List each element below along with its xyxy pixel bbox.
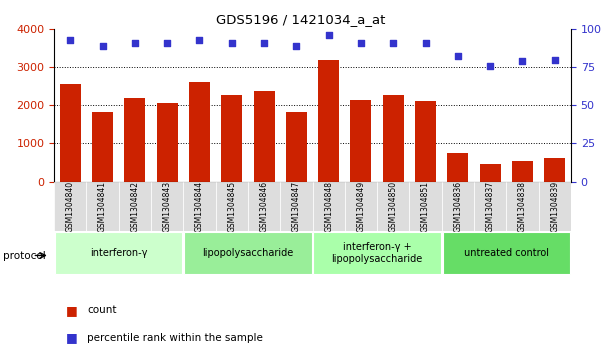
Text: protocol: protocol bbox=[3, 251, 46, 261]
Bar bbox=[118, 182, 151, 231]
Point bbox=[421, 40, 430, 46]
Point bbox=[324, 32, 334, 38]
Point bbox=[388, 40, 398, 46]
Point bbox=[486, 63, 495, 69]
Text: GSM1304842: GSM1304842 bbox=[130, 180, 139, 232]
Bar bbox=[59, 84, 81, 182]
Point bbox=[98, 43, 108, 49]
Bar bbox=[55, 232, 182, 274]
Text: ■: ■ bbox=[66, 331, 78, 344]
Text: GSM1304850: GSM1304850 bbox=[389, 180, 398, 232]
Bar bbox=[189, 82, 210, 182]
Text: GSM1304836: GSM1304836 bbox=[453, 180, 462, 232]
Bar bbox=[538, 182, 571, 231]
Bar bbox=[474, 182, 506, 231]
Text: GSM1304837: GSM1304837 bbox=[486, 180, 495, 232]
Text: percentile rank within the sample: percentile rank within the sample bbox=[87, 333, 263, 343]
Text: GSM1304841: GSM1304841 bbox=[98, 180, 107, 232]
Bar bbox=[447, 153, 468, 182]
Text: GSM1304846: GSM1304846 bbox=[260, 180, 269, 232]
Bar bbox=[443, 232, 570, 274]
Point bbox=[130, 40, 139, 46]
Bar bbox=[318, 60, 339, 182]
Text: GSM1304848: GSM1304848 bbox=[324, 180, 333, 232]
Bar bbox=[92, 112, 113, 182]
Text: GSM1304840: GSM1304840 bbox=[66, 180, 75, 232]
Point bbox=[195, 37, 204, 42]
Text: lipopolysaccharide: lipopolysaccharide bbox=[203, 248, 293, 258]
Bar bbox=[512, 161, 533, 182]
Bar bbox=[345, 182, 377, 231]
Text: count: count bbox=[87, 305, 117, 315]
Bar bbox=[383, 95, 404, 182]
Text: ■: ■ bbox=[66, 304, 78, 317]
Point bbox=[291, 43, 301, 49]
Bar bbox=[409, 182, 442, 231]
Point bbox=[162, 40, 172, 46]
Bar bbox=[87, 182, 118, 231]
Bar bbox=[216, 182, 248, 231]
Bar bbox=[124, 98, 145, 182]
Bar bbox=[221, 95, 242, 182]
Text: GDS5196 / 1421034_a_at: GDS5196 / 1421034_a_at bbox=[216, 13, 385, 26]
Bar bbox=[280, 182, 313, 231]
Point bbox=[453, 54, 463, 60]
Bar bbox=[313, 182, 345, 231]
Bar bbox=[183, 182, 216, 231]
Bar bbox=[54, 182, 87, 231]
Bar bbox=[314, 232, 441, 274]
Bar bbox=[254, 91, 275, 182]
Bar bbox=[248, 182, 280, 231]
Bar bbox=[545, 158, 566, 182]
Bar bbox=[415, 101, 436, 182]
Bar bbox=[442, 182, 474, 231]
Text: interferon-γ +
lipopolysaccharide: interferon-γ + lipopolysaccharide bbox=[332, 242, 423, 264]
Bar bbox=[157, 103, 178, 182]
Point bbox=[517, 58, 527, 64]
Point bbox=[550, 57, 560, 62]
Point bbox=[227, 40, 237, 46]
Text: GSM1304847: GSM1304847 bbox=[292, 180, 301, 232]
Text: GSM1304838: GSM1304838 bbox=[518, 180, 527, 232]
Text: GSM1304839: GSM1304839 bbox=[551, 180, 560, 232]
Bar bbox=[350, 100, 371, 182]
Bar bbox=[480, 164, 501, 182]
Text: GSM1304843: GSM1304843 bbox=[163, 180, 172, 232]
Point bbox=[66, 37, 75, 42]
Bar bbox=[151, 182, 183, 231]
Bar bbox=[185, 232, 311, 274]
Bar bbox=[377, 182, 409, 231]
Point bbox=[356, 40, 366, 46]
Bar bbox=[506, 182, 538, 231]
Text: GSM1304844: GSM1304844 bbox=[195, 180, 204, 232]
Text: GSM1304851: GSM1304851 bbox=[421, 180, 430, 232]
Bar bbox=[286, 112, 307, 182]
Text: interferon-γ: interferon-γ bbox=[90, 248, 147, 258]
Point bbox=[259, 40, 269, 46]
Text: GSM1304849: GSM1304849 bbox=[356, 180, 365, 232]
Text: untreated control: untreated control bbox=[464, 248, 549, 258]
Text: GSM1304845: GSM1304845 bbox=[227, 180, 236, 232]
